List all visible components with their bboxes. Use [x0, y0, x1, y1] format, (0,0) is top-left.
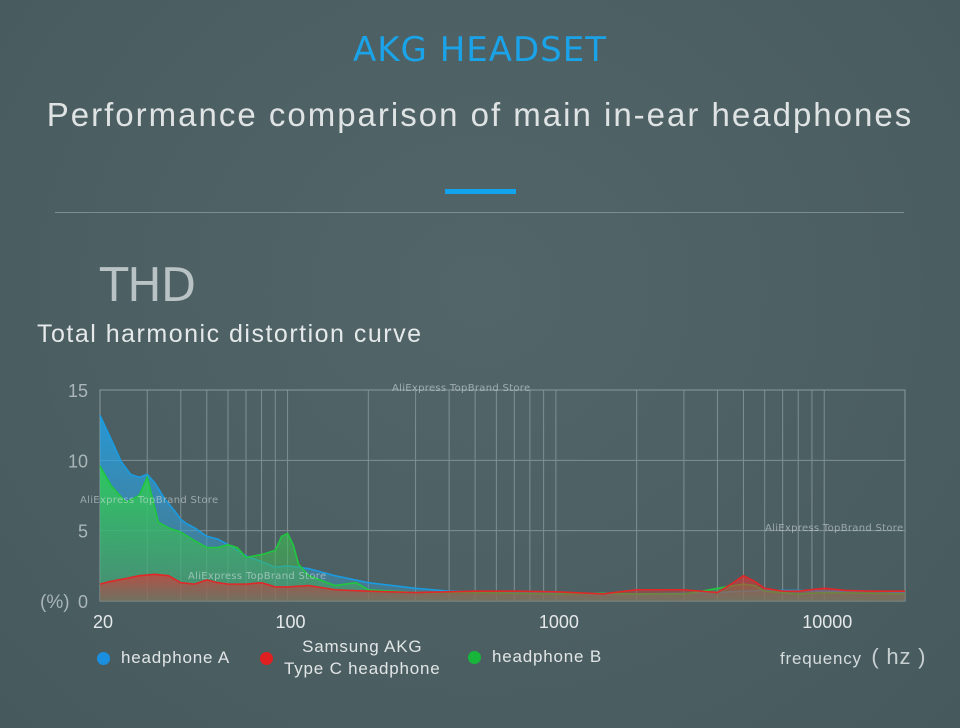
x-tick-label: 10000: [802, 612, 852, 632]
legend-item-headphone-b: headphone B: [468, 647, 602, 667]
y-axis-label: (%): [40, 592, 70, 613]
x-axis-unit: ( hz ): [871, 644, 927, 669]
legend-label-line: Type C headphone: [284, 659, 441, 678]
y-tick-label: 15: [68, 381, 88, 401]
watermark: AliExpress TopBrand Store: [765, 523, 904, 534]
series-line-samsung-akg: [99, 573, 905, 595]
x-tick-label: 1000: [539, 612, 579, 632]
chart-axes: 0 5 10 15 (%) 20 100 1000 10000: [40, 381, 852, 632]
legend-dot-icon: [97, 651, 110, 665]
legend-label: headphone A: [121, 648, 231, 667]
section-title: THD: [100, 258, 196, 312]
y-tick-label: 5: [78, 522, 88, 542]
page-subtitle: Performance comparison of main in-ear he…: [46, 96, 914, 133]
divider: [55, 212, 904, 213]
legend-item-samsung-akg: Samsung AKG Type C headphone: [260, 636, 440, 680]
section-subtitle: Total harmonic distortion curve: [37, 320, 423, 348]
legend-label: Samsung AKG Type C headphone: [284, 636, 440, 680]
x-axis-title: frequency ( hz ): [780, 644, 926, 670]
watermark: AliExpress TopBrand Store: [188, 571, 327, 582]
x-axis-label: frequency: [780, 649, 862, 668]
legend-label: headphone B: [492, 647, 602, 666]
brand-title: AKG HEADSET: [352, 30, 608, 70]
accent-bar: [445, 189, 516, 194]
chart-legend: headphone A Samsung AKG Type C headphone…: [0, 636, 960, 686]
chart-series: [99, 414, 906, 601]
x-tick-label: 100: [276, 612, 306, 632]
legend-dot-icon: [260, 651, 273, 665]
thd-chart: 0 5 10 15 (%) 20 100 1000 10000: [40, 381, 906, 632]
legend-item-headphone-a: headphone A: [97, 648, 230, 668]
series-area-samsung-akg: [100, 574, 905, 601]
legend-dot-icon: [468, 650, 481, 664]
legend-label-line: Samsung AKG: [302, 637, 423, 656]
y-tick-label: 0: [78, 592, 88, 612]
y-tick-label: 10: [68, 451, 88, 471]
watermark: AliExpress TopBrand Store: [80, 495, 219, 506]
x-tick-label: 20: [93, 612, 113, 632]
watermark: AliExpress TopBrand Store: [392, 383, 531, 394]
